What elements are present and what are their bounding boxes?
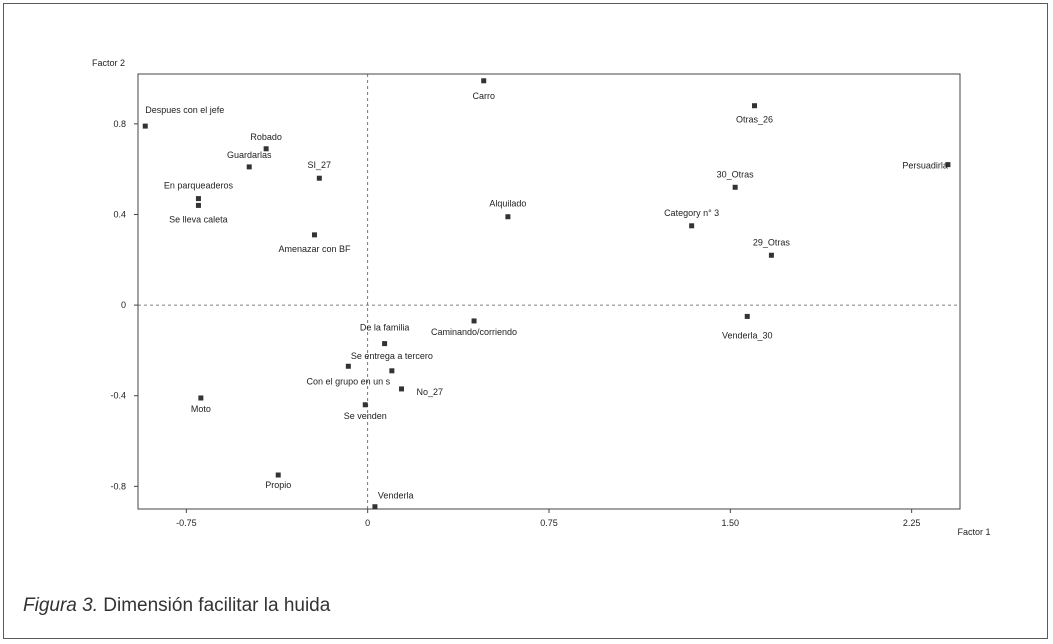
data-point	[316, 175, 322, 181]
point-label: En parqueaderos	[164, 181, 234, 191]
point-label: Carro	[472, 91, 495, 101]
data-point	[471, 318, 477, 324]
y-tick-label: 0	[121, 300, 126, 310]
point-label: 30_Otras	[717, 169, 755, 179]
point-label: Robado	[250, 132, 282, 142]
y-tick-label: 0.4	[113, 209, 126, 219]
data-point	[744, 313, 750, 319]
point-label: Persuadirla	[902, 161, 948, 171]
x-tick-label: 1.50	[722, 518, 740, 528]
data-point	[246, 164, 252, 170]
x-axis-label: Factor 1	[957, 527, 990, 537]
caption-text: Dimensión facilitar la huida	[103, 595, 331, 616]
data-point	[389, 368, 395, 374]
data-point	[689, 223, 695, 229]
figure-caption: Figura 3. Dimensión facilitar la huida	[23, 595, 330, 617]
scatter-plot: -0.75 0 0.75 1.50 2.25 0.8 0.4 0 -0.4 -0.8 Factor …	[92, 58, 991, 537]
data-point	[732, 184, 738, 190]
data-point	[481, 78, 487, 84]
data-point	[275, 472, 281, 478]
figure-frame: -0.75 0 0.75 1.50 2.25 0.8 0.4 0 -0.4 -0.8 Factor …	[3, 3, 1048, 639]
point-label: Guardarlas	[227, 150, 272, 160]
point-label: De la familia	[360, 323, 410, 333]
point-label: Propio	[265, 480, 291, 490]
x-tick-label: 2.25	[903, 518, 921, 528]
data-point	[195, 202, 201, 208]
y-tick-label: 0.8	[113, 119, 126, 129]
point-label: 29_Otras	[753, 237, 791, 247]
data-point	[345, 363, 351, 369]
point-label: Venderla	[378, 491, 414, 501]
data-point	[399, 386, 405, 392]
point-label: Se venden	[344, 411, 387, 421]
point-label: Otras_26	[736, 115, 773, 125]
x-tick-label: 0.75	[540, 518, 558, 528]
data-point	[752, 103, 757, 109]
x-tick-label: -0.75	[176, 518, 197, 528]
data-point	[198, 395, 204, 401]
data-point	[768, 252, 774, 258]
y-tick-label: -0.4	[110, 391, 126, 401]
point-label: Amenazar con BF	[278, 244, 351, 254]
point-label: No_27	[417, 387, 444, 397]
point-label: Venderla_30	[722, 330, 773, 340]
x-tick-label: 0	[365, 518, 370, 528]
point-label: Despues con el jefe	[145, 105, 224, 115]
point-label: SI_27	[308, 160, 332, 170]
point-label: Se entrega a tercero	[351, 351, 433, 361]
y-tick-label: -0.8	[110, 481, 126, 491]
point-label: Moto	[191, 404, 211, 414]
data-point	[505, 214, 511, 220]
data-point	[263, 146, 269, 152]
point-label: Se lleva caleta	[169, 214, 228, 224]
data-point	[382, 341, 388, 347]
data-point	[945, 162, 951, 168]
point-label: Category n° 3	[664, 208, 719, 218]
point-label: Con el grupo en un s	[307, 376, 391, 386]
data-point	[311, 232, 317, 238]
data-point	[362, 402, 368, 408]
y-axis-label: Factor 2	[92, 58, 125, 68]
point-label: Alquilado	[489, 199, 526, 209]
data-point	[142, 123, 148, 129]
data-point	[195, 196, 201, 202]
figure-label: Figura 3.	[23, 595, 98, 616]
data-point	[372, 504, 378, 510]
point-label: Caminando/corriendo	[431, 327, 517, 337]
